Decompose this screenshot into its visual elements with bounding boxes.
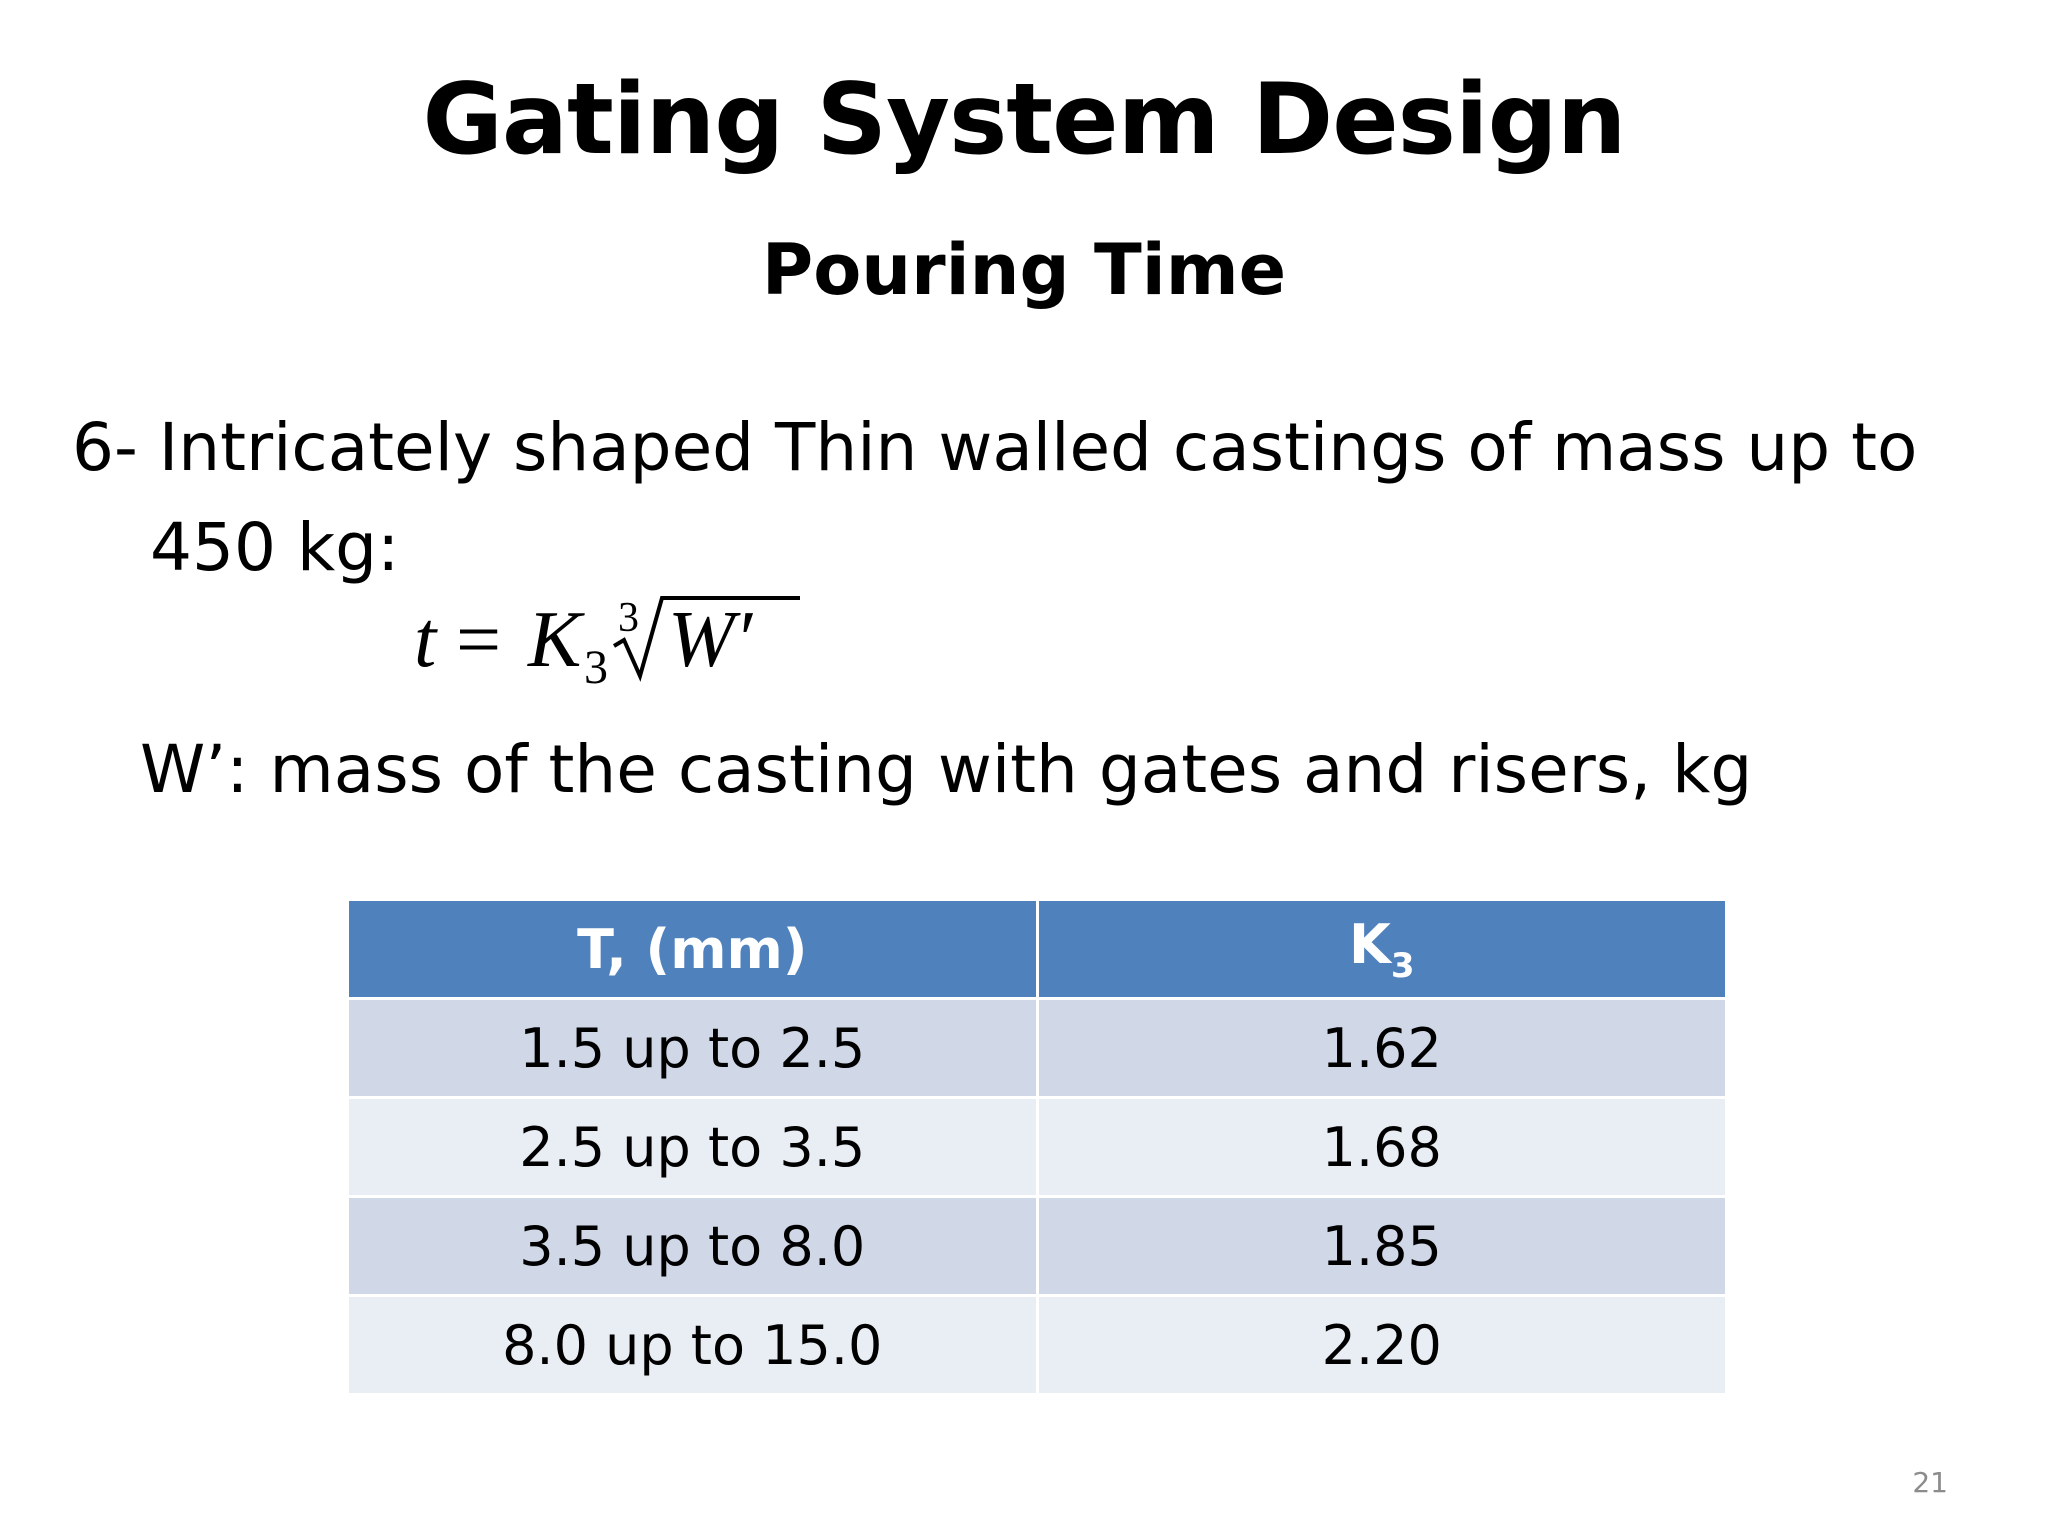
header-thickness-label: T, (mm) (577, 917, 808, 981)
k3-cell: 1.62 (1035, 997, 1728, 1099)
header-k3-subscript: 3 (1390, 945, 1415, 986)
bullet-line-1: 6- Intricately shaped Thin walled castin… (72, 409, 1918, 486)
header-k3: K3 (1035, 898, 1728, 1000)
radical-sign-icon (612, 596, 800, 682)
formula-radicand: W′ (668, 596, 753, 684)
formula-k: K (528, 596, 582, 684)
k3-coefficient-table: T, (mm) K3 1.5 up to 2.5 1.62 2.5 up to … (346, 898, 1728, 1396)
formula-equals: = (456, 596, 502, 684)
table-header-row: T, (mm) K3 (346, 898, 1728, 1000)
bullet-point: 6- Intricately shaped Thin walled castin… (72, 398, 1972, 598)
bullet-line-2: 450 kg: (150, 509, 400, 586)
table-row: 2.5 up to 3.5 1.68 (346, 1096, 1728, 1198)
pouring-time-formula: t = K 3 3 W′ (410, 590, 830, 710)
table-row: 8.0 up to 15.0 2.20 (346, 1294, 1728, 1396)
k3-cell: 2.20 (1035, 1294, 1728, 1396)
thickness-cell: 1.5 up to 2.5 (346, 997, 1039, 1099)
header-k3-label: K (1348, 912, 1391, 976)
slide-title: Gating System Design (422, 63, 1626, 177)
thickness-cell: 3.5 up to 8.0 (346, 1195, 1039, 1297)
formula-k-subscript: 3 (584, 641, 608, 694)
thickness-cell: 2.5 up to 3.5 (346, 1096, 1039, 1198)
thickness-cell: 8.0 up to 15.0 (346, 1294, 1039, 1396)
slide-subtitle: Pouring Time (761, 229, 1287, 311)
table-row: 3.5 up to 8.0 1.85 (346, 1195, 1728, 1297)
k3-cell: 1.85 (1035, 1195, 1728, 1297)
page-number: 21 (1912, 1466, 1948, 1499)
table-row: 1.5 up to 2.5 1.62 (346, 997, 1728, 1099)
formula-t: t (414, 596, 437, 684)
header-thickness: T, (mm) (346, 898, 1039, 1000)
formula-root-index: 3 (618, 595, 639, 641)
k3-cell: 1.68 (1035, 1096, 1728, 1198)
variable-definition: W’: mass of the casting with gates and r… (140, 731, 1753, 808)
